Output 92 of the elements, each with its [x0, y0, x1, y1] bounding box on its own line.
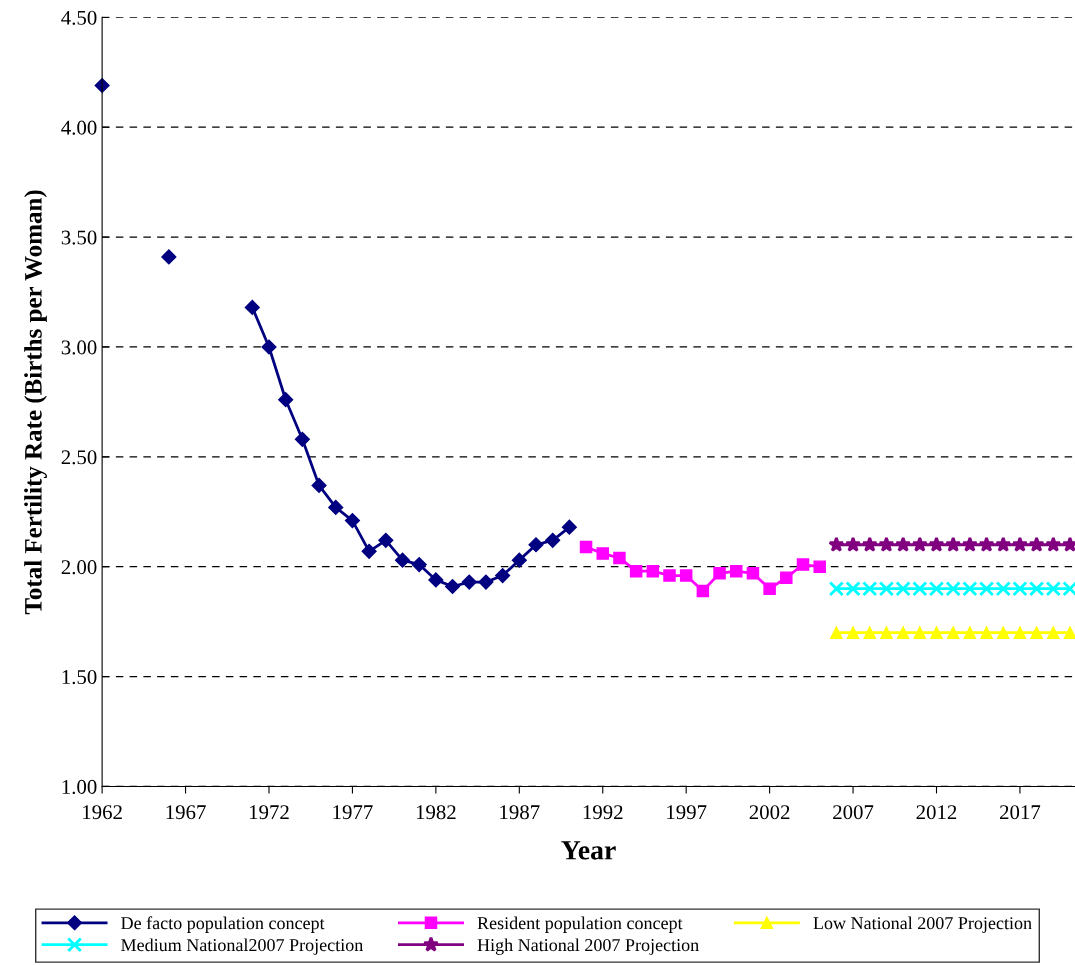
- point: [880, 626, 893, 639]
- point: [913, 626, 927, 639]
- point: [1047, 626, 1060, 639]
- point: [830, 626, 843, 639]
- point: [561, 519, 577, 535]
- point: [996, 626, 1010, 639]
- point: [1063, 626, 1075, 639]
- point: [895, 536, 912, 552]
- legend-label: High National 2007 Projection: [477, 938, 699, 955]
- point: [845, 536, 862, 552]
- x-tick-label: 1977: [333, 805, 373, 820]
- point: [646, 564, 660, 578]
- point: [796, 558, 810, 571]
- point: [963, 626, 977, 639]
- y-tick-label: 2.00: [61, 560, 97, 575]
- y-axis-title: Total Fertility Rate (Births per Woman): [24, 190, 47, 615]
- x-tick-label: 1997: [667, 805, 707, 820]
- legend-label: De facto population concept: [121, 916, 325, 933]
- point: [878, 536, 895, 552]
- point: [495, 567, 511, 584]
- point: [746, 567, 760, 580]
- y-tick-label: 2.50: [61, 450, 97, 465]
- point: [478, 574, 494, 590]
- point: [444, 578, 461, 595]
- x-tick-label: 2002: [749, 805, 790, 820]
- point: [713, 567, 726, 580]
- point: [613, 551, 626, 565]
- point: [579, 540, 593, 554]
- x-tick-label: 1982: [416, 805, 456, 820]
- point: [528, 537, 544, 553]
- point: [294, 431, 310, 447]
- point: [344, 513, 361, 529]
- point: [911, 536, 928, 552]
- point: [596, 547, 609, 560]
- point: [946, 626, 960, 639]
- point: [980, 626, 993, 639]
- point: [278, 392, 294, 408]
- x-tick-label: 2017: [1000, 805, 1041, 820]
- point: [945, 536, 962, 552]
- point: [846, 626, 860, 639]
- point: [995, 536, 1012, 552]
- point: [629, 564, 643, 578]
- point: [663, 569, 676, 582]
- legend-label: Low National 2007 Projection: [813, 916, 1032, 933]
- point: [978, 536, 995, 552]
- legend-label: Resident population concept: [477, 916, 683, 933]
- point: [261, 339, 277, 355]
- point: [311, 477, 327, 493]
- x-tick-label: 1972: [250, 805, 289, 820]
- point: [411, 556, 427, 573]
- point: [1030, 626, 1043, 639]
- point: [696, 584, 710, 598]
- point: [813, 560, 826, 573]
- y-tick-label: 4.00: [61, 120, 97, 135]
- x-tick-label: 1962: [83, 805, 122, 820]
- y-tick-label: 1.00: [62, 779, 97, 794]
- point: [394, 552, 411, 568]
- point: [679, 569, 693, 582]
- y-tick-label: 3.50: [61, 230, 97, 245]
- y-tick-label: 3.00: [61, 340, 97, 355]
- point: [861, 536, 878, 552]
- x-tick-label: 1967: [166, 805, 206, 820]
- point: [461, 574, 477, 590]
- point: [1045, 536, 1062, 552]
- point: [1011, 536, 1028, 552]
- x-tick-label: 1987: [500, 805, 540, 820]
- y-tick-label: 4.50: [61, 10, 97, 25]
- point: [361, 543, 377, 559]
- point: [928, 536, 945, 552]
- point: [161, 249, 177, 265]
- point: [780, 571, 793, 584]
- x-axis-title: Year: [561, 841, 616, 860]
- point: [863, 626, 876, 639]
- x-tick-label: 2007: [833, 805, 874, 820]
- x-tick-label: 1992: [583, 805, 623, 820]
- point: [1028, 536, 1045, 552]
- point: [244, 299, 260, 316]
- point: [763, 582, 776, 595]
- legend-label: Medium National2007 Projection: [121, 938, 364, 955]
- point: [378, 532, 394, 548]
- point: [828, 536, 845, 552]
- y-tick-label: 1.50: [62, 669, 97, 685]
- point: [896, 626, 910, 639]
- point: [511, 552, 527, 568]
- point: [545, 532, 561, 548]
- point: [961, 536, 978, 552]
- x-tick-label: 2012: [916, 805, 957, 820]
- point: [729, 564, 743, 578]
- point: [1013, 626, 1027, 639]
- point: [328, 499, 344, 515]
- point: [930, 626, 943, 639]
- point: [428, 572, 444, 588]
